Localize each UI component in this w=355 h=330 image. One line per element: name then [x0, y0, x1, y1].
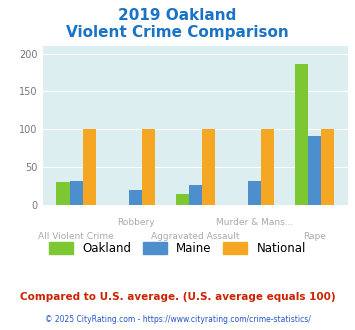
- Bar: [321, 129, 334, 205]
- Bar: [248, 181, 261, 205]
- Bar: [83, 129, 96, 205]
- Text: Violent Crime Comparison: Violent Crime Comparison: [66, 25, 289, 40]
- Bar: [189, 185, 202, 205]
- Bar: [142, 129, 155, 205]
- Bar: [202, 129, 215, 205]
- Bar: [295, 64, 308, 205]
- Text: Murder & Mans...: Murder & Mans...: [216, 218, 294, 227]
- Text: All Violent Crime: All Violent Crime: [38, 232, 114, 241]
- Legend: Oakland, Maine, National: Oakland, Maine, National: [44, 237, 311, 259]
- Text: Compared to U.S. average. (U.S. average equals 100): Compared to U.S. average. (U.S. average …: [20, 292, 335, 302]
- Text: © 2025 CityRating.com - https://www.cityrating.com/crime-statistics/: © 2025 CityRating.com - https://www.city…: [45, 315, 310, 324]
- Bar: [176, 194, 189, 205]
- Bar: [56, 182, 70, 205]
- Text: 2019 Oakland: 2019 Oakland: [118, 8, 237, 23]
- Bar: [308, 136, 321, 205]
- Bar: [129, 190, 142, 205]
- Text: Aggravated Assault: Aggravated Assault: [151, 232, 240, 241]
- Bar: [70, 181, 83, 205]
- Bar: [261, 129, 274, 205]
- Text: Robbery: Robbery: [117, 218, 154, 227]
- Text: Rape: Rape: [303, 232, 326, 241]
